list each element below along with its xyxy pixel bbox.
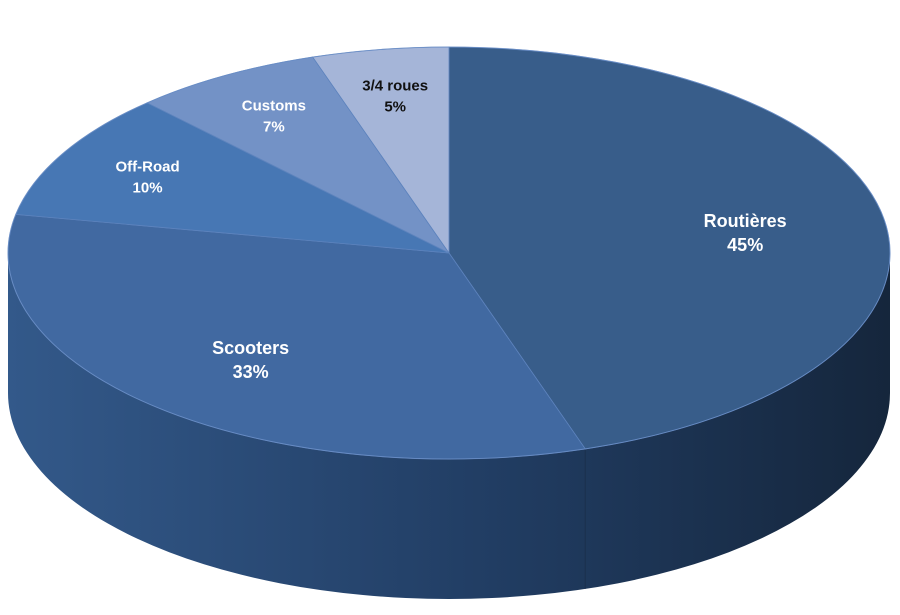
slice-label-name: Routières	[704, 211, 787, 231]
slice-label-name: Off-Road	[115, 159, 179, 176]
pie-side-layer	[8, 253, 890, 599]
slice-label-name: 3/4 roues	[362, 77, 428, 94]
slice-label-scooters: Scooters 33%	[212, 338, 289, 382]
slice-label-percent: 7%	[263, 119, 285, 136]
pie-label-layer: Routières 45% Scooters 33% Off-Road 10% Custom…	[115, 77, 786, 382]
pie-side-wall	[8, 253, 890, 599]
slice-label-percent: 33%	[233, 362, 269, 382]
slice-label-percent: 10%	[133, 180, 163, 197]
slice-label-name: Scooters	[212, 338, 289, 358]
slice-label-3-4-roues: 3/4 roues 5%	[362, 77, 428, 115]
slice-label-routi-res: Routières 45%	[704, 211, 787, 255]
slice-label-percent: 45%	[727, 235, 763, 255]
slice-label-off-road: Off-Road 10%	[115, 159, 179, 197]
pie-top-rim	[7, 46, 891, 460]
slice-label-customs: Customs 7%	[242, 98, 306, 136]
pie-top-layer	[7, 46, 891, 460]
slice-label-name: Customs	[242, 98, 306, 115]
slice-label-percent: 5%	[384, 98, 406, 115]
